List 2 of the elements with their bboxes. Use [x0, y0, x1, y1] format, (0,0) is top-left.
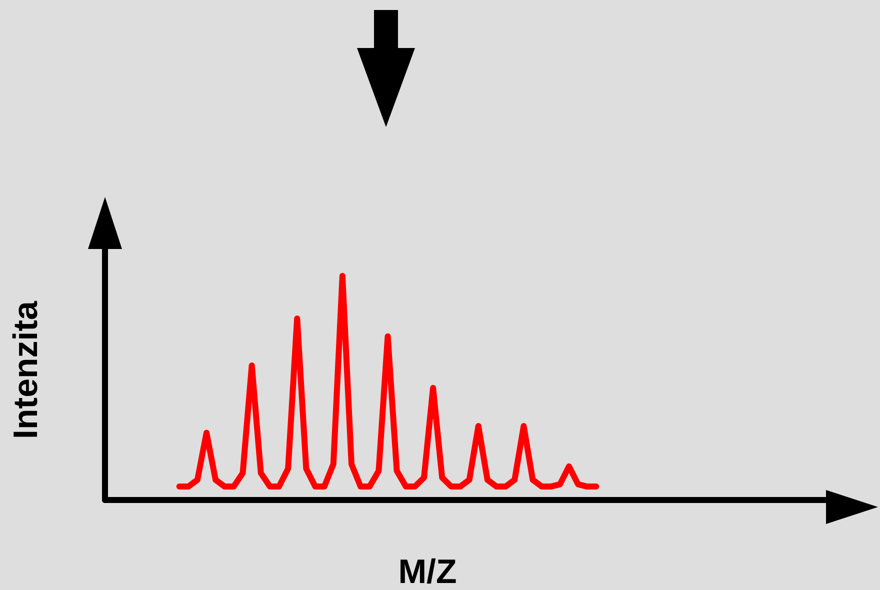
x-axis-title: M/Z — [398, 553, 457, 590]
y-axis-title: Intenzita — [7, 300, 45, 439]
